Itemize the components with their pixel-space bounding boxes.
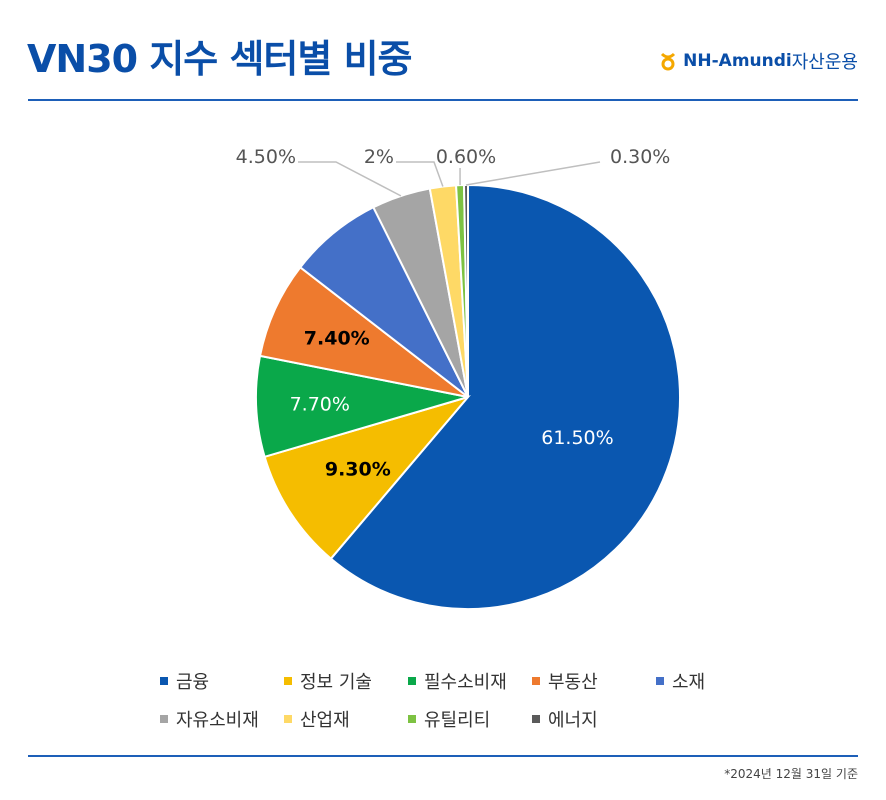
legend-label: 필수소비재 bbox=[424, 672, 507, 693]
leader-line bbox=[465, 161, 601, 186]
legend-swatch bbox=[284, 677, 292, 685]
legend-label: 금융 bbox=[176, 672, 210, 693]
footnote: *2024년 12월 31일 기준 bbox=[724, 767, 858, 781]
header-divider bbox=[28, 99, 858, 101]
legend-item: 필수소비재 bbox=[408, 668, 532, 694]
legend-swatch bbox=[656, 677, 664, 685]
footer-divider bbox=[28, 755, 858, 757]
legend-item: 자유소비재 bbox=[160, 706, 284, 732]
data-label: 0.60% bbox=[436, 146, 496, 168]
data-label: 2% bbox=[364, 146, 394, 168]
legend-item: 정보 기술 bbox=[284, 668, 408, 694]
pie-chart: 61.50% 9.30% 7.70% 7.40% 4.50% 2% 0.60% 0.30% bbox=[236, 146, 681, 610]
legend-item: 산업재 bbox=[284, 706, 408, 732]
pie-slice bbox=[263, 395, 471, 561]
legend-label: 소재 bbox=[672, 672, 706, 693]
legend-label: 부동산 bbox=[548, 672, 598, 693]
legend-label: 자유소비재 bbox=[176, 710, 259, 731]
legend-label: 에너지 bbox=[548, 710, 598, 731]
legend-swatch bbox=[160, 715, 168, 723]
data-label: 9.30% bbox=[325, 459, 391, 481]
legend-swatch bbox=[284, 715, 292, 723]
legend-label: 유틸리티 bbox=[424, 710, 491, 731]
legend-swatch bbox=[408, 715, 416, 723]
legend-item: 에너지 bbox=[532, 706, 656, 732]
brand-logo: NH-Amundi 자산운용 bbox=[658, 48, 858, 74]
legend-label: 산업재 bbox=[300, 710, 350, 731]
brand-name: NH-Amundi bbox=[683, 51, 792, 71]
legend-swatch bbox=[532, 715, 540, 723]
legend-swatch bbox=[532, 677, 540, 685]
brand-suffix: 자산운용 bbox=[791, 52, 858, 73]
data-label: 7.70% bbox=[290, 394, 350, 416]
leader-line bbox=[396, 161, 444, 187]
data-label: 7.40% bbox=[304, 327, 370, 349]
data-label: 61.50% bbox=[541, 427, 613, 449]
legend-label: 정보 기술 bbox=[300, 672, 372, 693]
chart-legend: 금융 정보 기술 필수소비재 부동산 소재 자유소비재 산업재 유틸리티 에너지 bbox=[160, 668, 780, 732]
legend-swatch bbox=[160, 677, 168, 685]
data-label: 4.50% bbox=[236, 146, 296, 168]
brand-icon bbox=[661, 52, 676, 71]
pie-slice bbox=[255, 354, 469, 459]
legend-item: 유틸리티 bbox=[408, 706, 532, 732]
legend-swatch bbox=[408, 677, 416, 685]
legend-item: 부동산 bbox=[532, 668, 656, 694]
legend-item: 금융 bbox=[160, 668, 284, 694]
pie-slice bbox=[258, 265, 469, 398]
data-label: 0.30% bbox=[610, 146, 670, 168]
pie-slice bbox=[329, 183, 681, 610]
legend-item: 소재 bbox=[656, 668, 780, 694]
leader-line bbox=[298, 161, 402, 197]
page-title: VN30 지수 섹터별 비중 bbox=[27, 37, 413, 81]
